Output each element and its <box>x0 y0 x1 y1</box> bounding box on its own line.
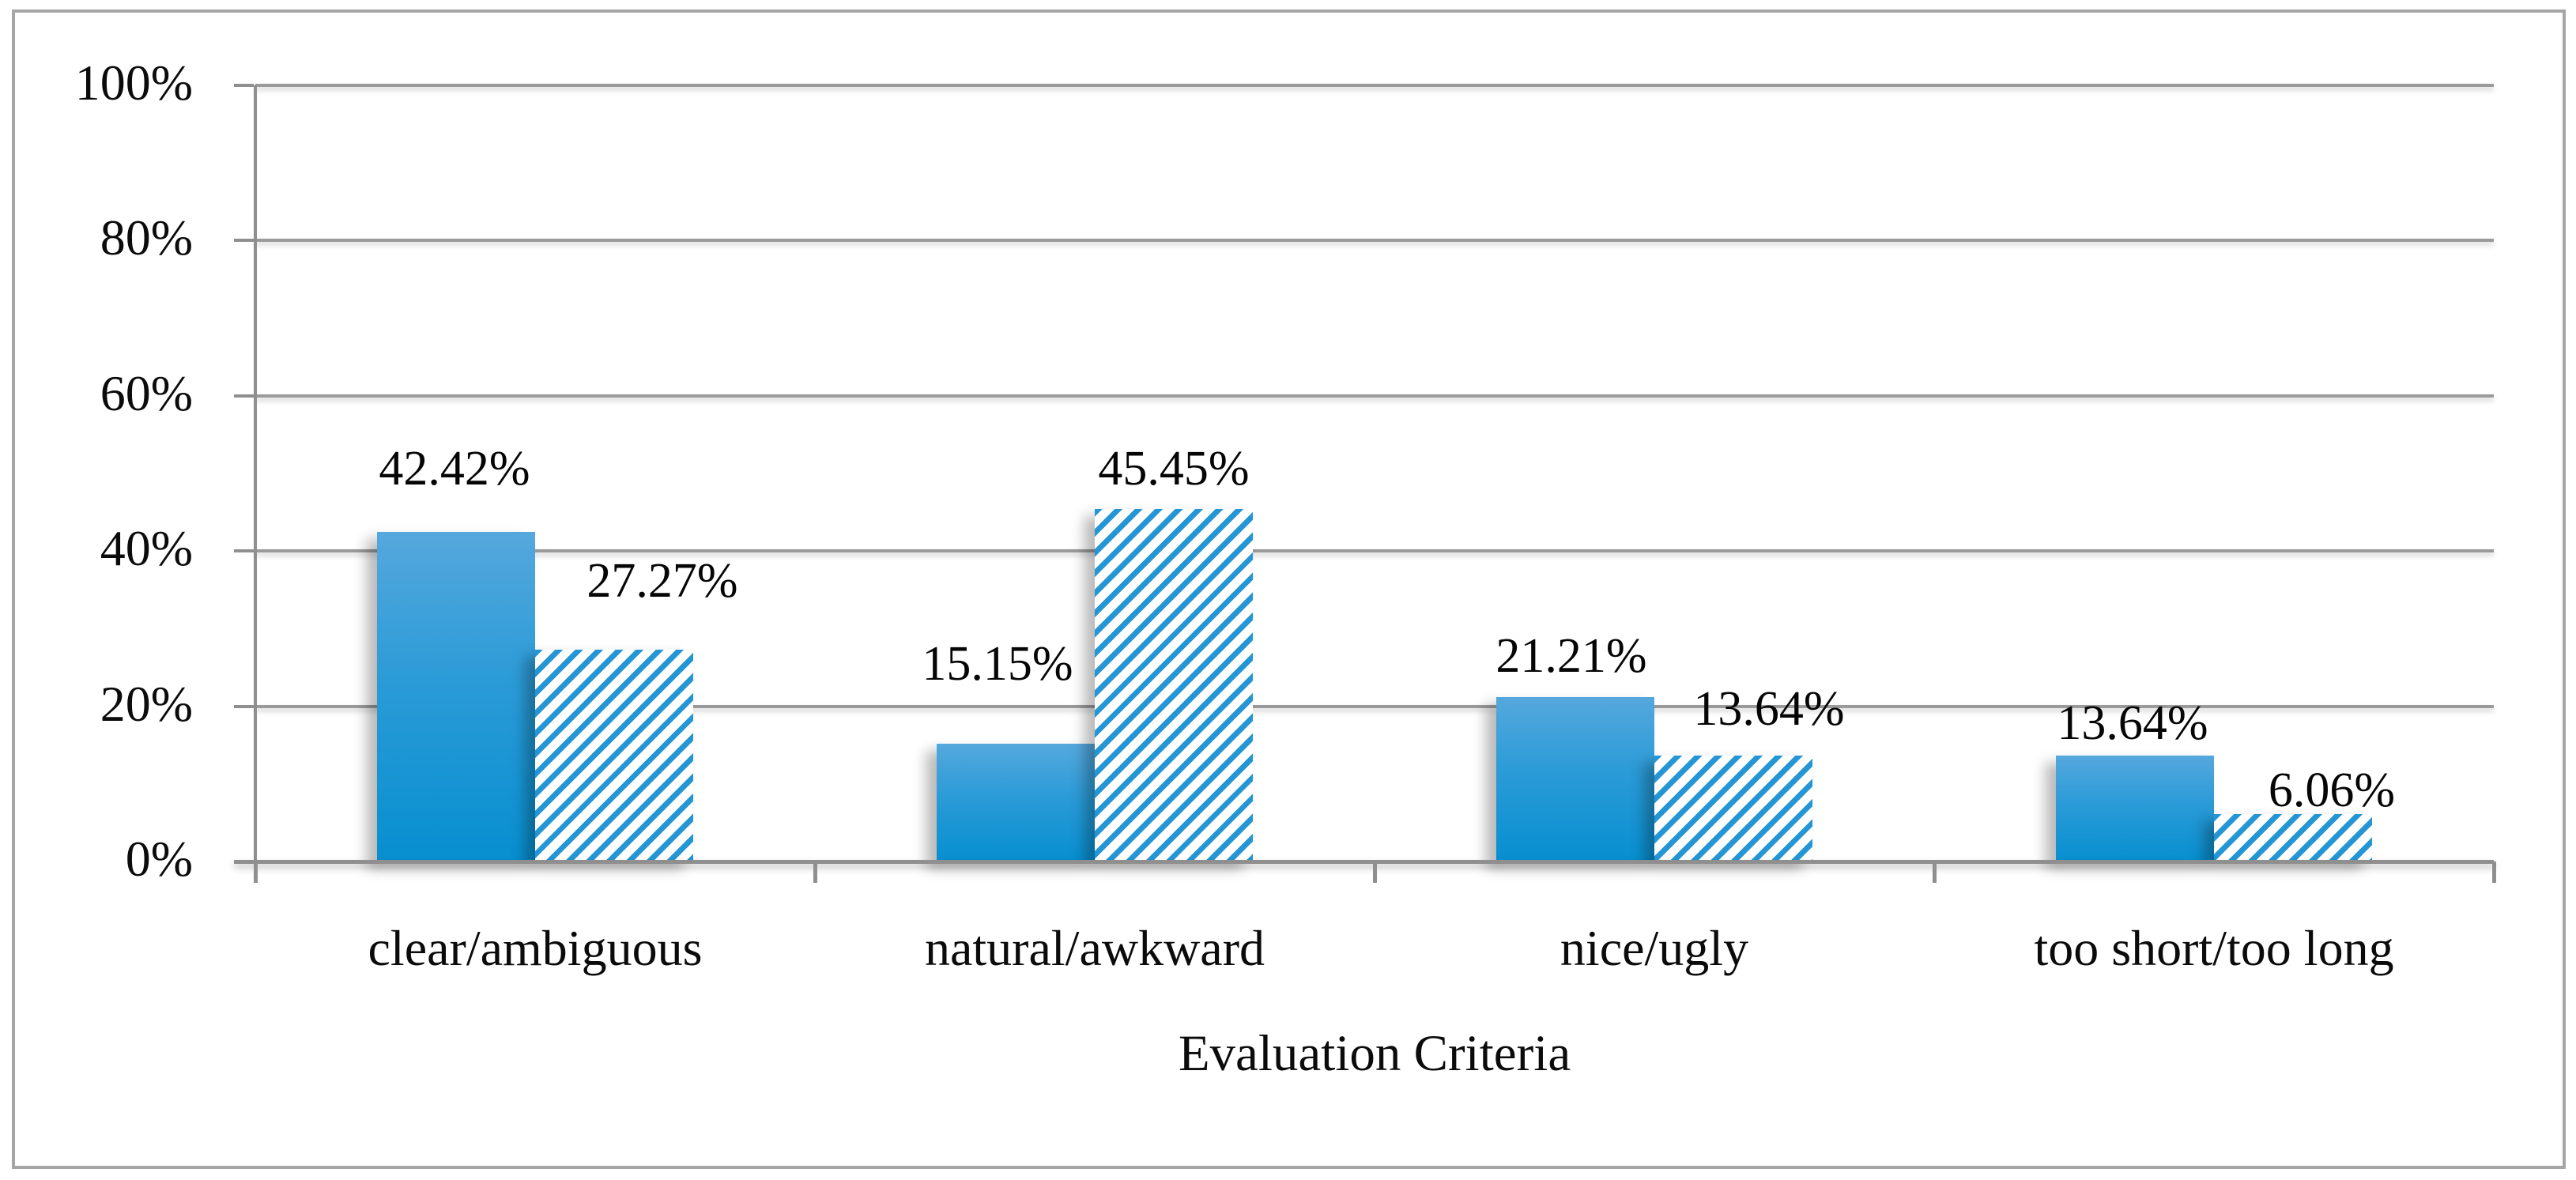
hatched-bar-nice/ugly <box>1654 756 1812 861</box>
category-label-nice/ugly: nice/ugly <box>1560 920 1749 976</box>
y-axis-tick <box>234 394 254 398</box>
solid-bar-nice/ugly <box>1496 697 1654 861</box>
category-label-too short/too long: too short/too long <box>2034 920 2394 976</box>
data-label-hatched-clear/ambiguous: 27.27% <box>586 554 738 608</box>
y-axis-tick <box>234 549 254 553</box>
solid-bar-natural/awkward <box>937 744 1095 861</box>
data-label-solid-too short/too long: 13.64% <box>2057 696 2208 750</box>
category-label-clear/ambiguous: clear/ambiguous <box>368 920 703 976</box>
data-label-hatched-too short/too long: 6.06% <box>2268 763 2396 817</box>
x-axis-line <box>234 860 2494 864</box>
data-label-solid-natural/awkward: 15.15% <box>922 637 1073 691</box>
gridline-40% <box>255 549 2494 553</box>
category-label-natural/awkward: natural/awkward <box>924 920 1265 976</box>
gridline-20% <box>255 704 2494 708</box>
solid-bar-too short/too long <box>2056 756 2214 861</box>
x-axis-tick <box>254 861 258 883</box>
y-tick-label: 0% <box>125 831 193 888</box>
x-axis-tick <box>2492 861 2496 883</box>
data-label-solid-nice/ugly: 21.21% <box>1495 629 1647 683</box>
x-axis-tick <box>1373 861 1377 883</box>
data-label-hatched-natural/awkward: 45.45% <box>1098 442 1250 496</box>
data-label-hatched-nice/ugly: 13.64% <box>1693 682 1845 736</box>
x-axis-tick <box>1933 861 1937 883</box>
hatched-bar-too short/too long <box>2214 814 2372 861</box>
y-axis-tick <box>234 84 254 87</box>
data-label-solid-clear/ambiguous: 42.42% <box>379 442 530 496</box>
y-axis-line <box>254 85 257 883</box>
y-axis-tick <box>234 239 254 243</box>
y-tick-label: 60% <box>100 364 193 421</box>
gridline-100% <box>255 84 2494 87</box>
y-tick-label: 100% <box>74 55 193 111</box>
y-tick-label: 80% <box>100 209 193 266</box>
gridline-60% <box>255 394 2494 398</box>
solid-bar-clear/ambiguous <box>377 532 535 861</box>
hatched-bar-natural/awkward <box>1095 509 1253 861</box>
x-axis-tick <box>813 861 817 883</box>
gridline-80% <box>255 239 2494 243</box>
x-axis-title: Evaluation Criteria <box>1178 1025 1571 1082</box>
y-tick-label: 20% <box>100 675 193 732</box>
y-axis-tick <box>234 704 254 708</box>
hatched-bar-clear/ambiguous <box>535 650 693 861</box>
y-tick-label: 40% <box>100 520 193 577</box>
